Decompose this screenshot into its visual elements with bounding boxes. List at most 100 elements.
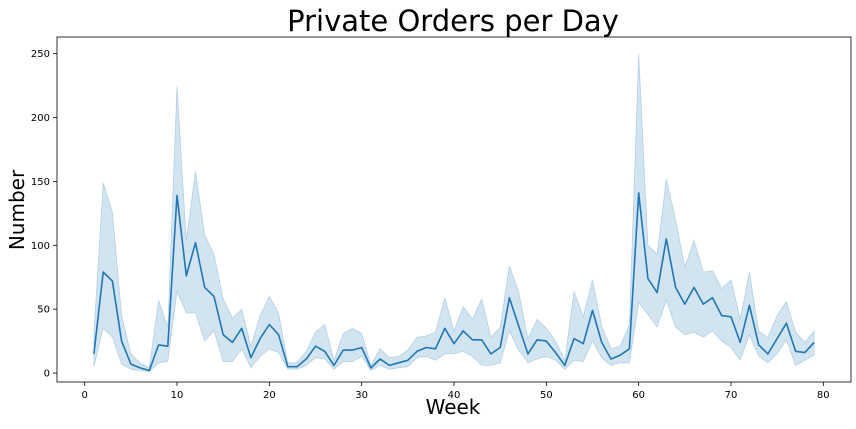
y-tick-label: 150 [31, 177, 50, 188]
data-point [314, 345, 317, 348]
data-point [600, 341, 603, 344]
data-point [711, 296, 714, 299]
data-point [591, 309, 594, 312]
data-point [139, 366, 142, 369]
data-point [148, 369, 151, 372]
data-point [693, 286, 696, 289]
data-point [480, 338, 483, 341]
data-point [268, 323, 271, 326]
data-point [406, 359, 409, 362]
confidence-band-layer [93, 53, 815, 373]
data-point [259, 337, 262, 340]
data-point [628, 347, 631, 350]
data-point [323, 350, 326, 353]
x-tick-label: 20 [263, 390, 276, 401]
data-point [185, 274, 188, 277]
x-tick-label: 30 [355, 390, 368, 401]
confidence-band [93, 53, 815, 373]
data-point [813, 341, 816, 344]
data-point [443, 327, 446, 330]
chart-title: Private Orders per Day [287, 4, 619, 38]
y-tick-label: 0 [44, 369, 50, 380]
data-point [508, 296, 511, 299]
data-point [397, 361, 400, 364]
data-point [674, 286, 677, 289]
data-point [305, 358, 308, 361]
data-point [471, 338, 474, 341]
data-point [333, 364, 336, 367]
y-axis: 0 50 100 150 200 250 [31, 49, 57, 380]
data-point [499, 346, 502, 349]
data-point [785, 322, 788, 325]
data-point [757, 343, 760, 346]
data-point [388, 364, 391, 367]
x-tick-label: 60 [632, 390, 645, 401]
data-point [582, 342, 585, 345]
data-point [342, 349, 345, 352]
data-point [166, 345, 169, 348]
data-point [573, 337, 576, 340]
x-axis-label: Week [426, 395, 481, 419]
data-point [730, 315, 733, 318]
data-point [222, 333, 225, 336]
data-point [739, 341, 742, 344]
data-point [619, 354, 622, 357]
data-point [720, 314, 723, 317]
data-point [517, 324, 520, 327]
data-point [249, 356, 252, 359]
y-tick-label: 50 [37, 305, 50, 316]
data-point [102, 271, 105, 274]
data-point [665, 237, 668, 240]
data-point [803, 351, 806, 354]
data-point [296, 365, 299, 368]
data-point [646, 277, 649, 280]
data-point [794, 350, 797, 353]
data-point [425, 346, 428, 349]
x-tick-label: 10 [171, 390, 184, 401]
data-point [434, 347, 437, 350]
data-point [554, 351, 557, 354]
x-tick-label: 40 [448, 390, 461, 401]
data-point [526, 352, 529, 355]
x-axis: 0 10 20 30 40 50 60 70 80 [82, 382, 830, 401]
data-point [462, 329, 465, 332]
data-point [637, 191, 640, 194]
x-tick-label: 80 [817, 390, 830, 401]
data-point [369, 366, 372, 369]
data-point [351, 349, 354, 352]
data-point [545, 340, 548, 343]
data-point [683, 303, 686, 306]
data-point [120, 340, 123, 343]
data-point [563, 364, 566, 367]
y-tick-label: 100 [31, 241, 50, 252]
data-point [748, 304, 751, 307]
data-point [536, 338, 539, 341]
data-point [157, 343, 160, 346]
data-point [240, 327, 243, 330]
data-point [203, 286, 206, 289]
data-point [231, 341, 234, 344]
data-point [489, 352, 492, 355]
data-point [610, 358, 613, 361]
data-point [194, 241, 197, 244]
data-point [286, 365, 289, 368]
data-point [360, 346, 363, 349]
data-point [416, 350, 419, 353]
series-line-layer [92, 191, 816, 372]
data-point [702, 303, 705, 306]
data-point [213, 295, 216, 298]
x-tick-label: 70 [725, 390, 738, 401]
y-tick-label: 200 [31, 113, 50, 124]
data-point [176, 194, 179, 197]
data-point [92, 352, 95, 355]
data-point [111, 280, 114, 283]
y-axis-label: Number [5, 169, 29, 250]
x-tick-label: 50 [540, 390, 553, 401]
data-point [379, 358, 382, 361]
data-point [656, 291, 659, 294]
y-tick-label: 250 [31, 49, 50, 60]
series-line [93, 192, 815, 372]
data-point [129, 363, 132, 366]
